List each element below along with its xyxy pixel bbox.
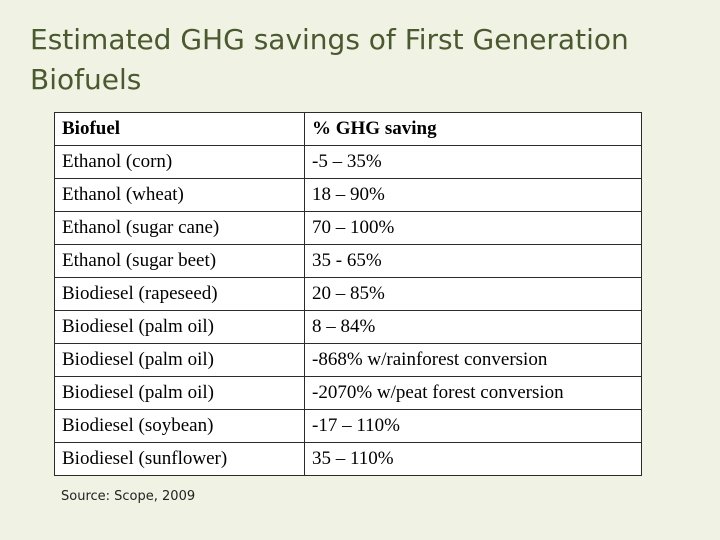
ghg-saving-cell: 8 – 84% — [304, 310, 642, 344]
column-header-biofuel: Biofuel — [54, 112, 305, 146]
ghg-saving-cell: -17 – 110% — [304, 409, 642, 443]
table-row: Ethanol (sugar beet) 35 - 65% — [54, 244, 642, 278]
table-row: Biodiesel (soybean) -17 – 110% — [54, 409, 642, 443]
ghg-saving-cell: 18 – 90% — [304, 178, 642, 212]
ghg-saving-cell: 35 - 65% — [304, 244, 642, 278]
table-row: Ethanol (sugar cane) 70 – 100% — [54, 211, 642, 245]
table-header-row: Biofuel % GHG saving — [54, 112, 642, 146]
table-row: Biodiesel (sunflower) 35 – 110% — [54, 442, 642, 476]
table-row: Biodiesel (palm oil) 8 – 84% — [54, 310, 642, 344]
biofuel-cell: Ethanol (wheat) — [54, 178, 305, 212]
ghg-saving-cell: -2070% w/peat forest conversion — [304, 376, 642, 410]
biofuel-cell: Ethanol (corn) — [54, 145, 305, 179]
biofuel-cell: Biodiesel (soybean) — [54, 409, 305, 443]
column-header-ghg-saving: % GHG saving — [304, 112, 642, 146]
source-citation: Source: Scope, 2009 — [61, 489, 196, 504]
biofuel-cell: Biodiesel (sunflower) — [54, 442, 305, 476]
slide-title: Estimated GHG savings of First Generatio… — [30, 23, 629, 96]
ghg-saving-cell: 20 – 85% — [304, 277, 642, 311]
biofuel-cell: Ethanol (sugar beet) — [54, 244, 305, 278]
ghg-saving-cell: 35 – 110% — [304, 442, 642, 476]
table-row: Biodiesel (palm oil) -2070% w/peat fores… — [54, 376, 642, 410]
biofuel-cell: Biodiesel (palm oil) — [54, 310, 305, 344]
ghg-saving-cell: -868% w/rainforest conversion — [304, 343, 642, 377]
table-row: Ethanol (corn) -5 – 35% — [54, 145, 642, 179]
table-row: Biodiesel (palm oil) -868% w/rainforest … — [54, 343, 642, 377]
ghg-saving-cell: 70 – 100% — [304, 211, 642, 245]
table-row: Biodiesel (rapeseed) 20 – 85% — [54, 277, 642, 311]
biofuel-cell: Biodiesel (palm oil) — [54, 376, 305, 410]
biofuel-cell: Biodiesel (palm oil) — [54, 343, 305, 377]
ghg-saving-cell: -5 – 35% — [304, 145, 642, 179]
biofuel-cell: Biodiesel (rapeseed) — [54, 277, 305, 311]
table-row: Ethanol (wheat) 18 – 90% — [54, 178, 642, 212]
biofuel-cell: Ethanol (sugar cane) — [54, 211, 305, 245]
ghg-savings-table: Biofuel % GHG saving Ethanol (corn) -5 –… — [54, 112, 642, 476]
